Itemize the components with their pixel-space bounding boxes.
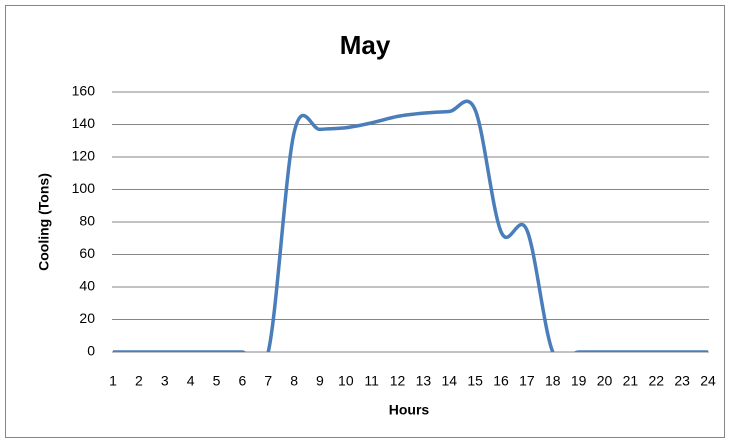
- y-axis-label: Cooling (Tons): [36, 173, 52, 271]
- x-tick-label: 5: [213, 373, 221, 389]
- y-tick-label: 120: [72, 148, 96, 164]
- x-tick-label: 24: [700, 373, 716, 389]
- x-tick-label: 13: [416, 373, 432, 389]
- x-tick-label: 2: [135, 373, 143, 389]
- y-tick-label: 40: [79, 278, 95, 294]
- chart-title: May: [340, 30, 391, 60]
- y-tick-label: 0: [87, 343, 95, 359]
- y-tick-label: 100: [72, 180, 96, 196]
- x-tick-label: 23: [674, 373, 690, 389]
- x-tick-label: 3: [161, 373, 169, 389]
- x-tick-label: 9: [316, 373, 324, 389]
- y-tick-label: 80: [79, 213, 95, 229]
- x-tick-label: 10: [338, 373, 354, 389]
- x-tick-label: 4: [187, 373, 195, 389]
- x-tick-label: 20: [597, 373, 613, 389]
- x-tick-label: 19: [571, 373, 587, 389]
- y-tick-label: 160: [72, 83, 96, 99]
- x-tick-label: 22: [648, 373, 664, 389]
- x-tick-label: 16: [493, 373, 509, 389]
- x-tick-label: 21: [623, 373, 639, 389]
- x-tick-label: 11: [364, 373, 379, 389]
- x-tick-label: 12: [390, 373, 406, 389]
- x-tick-label: 6: [238, 373, 246, 389]
- y-tick-label: 140: [72, 115, 96, 131]
- x-tick-label: 14: [442, 373, 458, 389]
- y-tick-label: 20: [79, 310, 95, 326]
- x-tick-label: 15: [467, 373, 483, 389]
- x-tick-label: 17: [519, 373, 535, 389]
- x-tick-label: 7: [264, 373, 272, 389]
- x-tick-label: 18: [545, 373, 561, 389]
- x-tick-label: 1: [109, 373, 117, 389]
- x-axis-label: Hours: [389, 402, 430, 418]
- y-tick-label: 60: [79, 245, 95, 261]
- x-tick-label: 8: [290, 373, 298, 389]
- data-line: [112, 99, 708, 352]
